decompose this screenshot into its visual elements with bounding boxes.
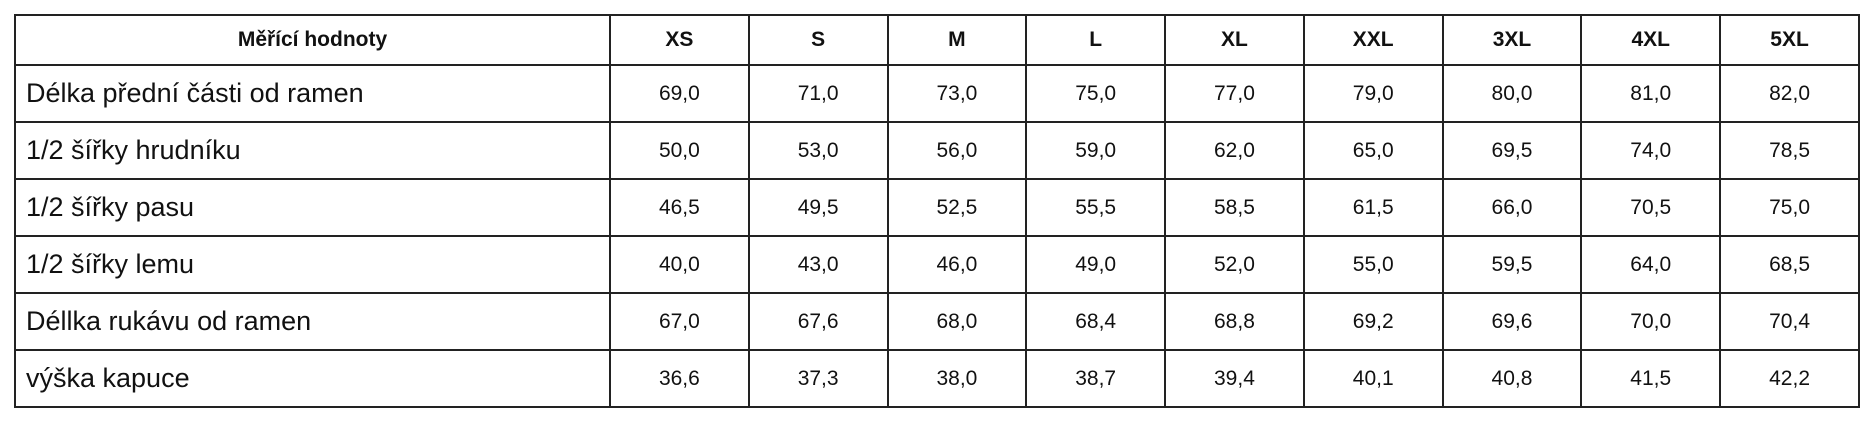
table-row: výška kapuce 36,6 37,3 38,0 38,7 39,4 40,1 40,8… <box>14 349 1860 408</box>
header-row: Měřící hodnoty XS S M L XL XXL 3XL 4XL 5XL <box>14 14 1860 66</box>
row-label: Délka přední části od ramen <box>14 64 611 123</box>
value-cell: 78,5 <box>1719 121 1860 180</box>
value-cell: 61,5 <box>1302 178 1444 237</box>
value-cell: 68,0 <box>886 292 1028 351</box>
value-cell: 68,4 <box>1025 292 1167 351</box>
value-cell: 53,0 <box>747 121 889 180</box>
row-label: 1/2 šířky pasu <box>14 178 611 237</box>
value-cell: 80,0 <box>1441 64 1583 123</box>
table-row: Déllka rukávu od ramen 67,0 67,6 68,0 68,4 68… <box>14 292 1860 351</box>
value-cell: 50,0 <box>609 121 750 180</box>
value-cell: 69,0 <box>609 64 750 123</box>
value-cell: 75,0 <box>1719 178 1860 237</box>
row-label: 1/2 šířky hrudníku <box>14 121 611 180</box>
value-cell: 67,6 <box>747 292 889 351</box>
value-cell: 73,0 <box>886 64 1028 123</box>
value-cell: 40,1 <box>1302 349 1444 408</box>
size-table: Měřící hodnoty XS S M L XL XXL 3XL 4XL 5XL Délka … <box>14 14 1860 408</box>
value-cell: 59,0 <box>1025 121 1167 180</box>
value-cell: 70,4 <box>1719 292 1860 351</box>
table-row: 1/2 šířky hrudníku 50,0 53,0 56,0 59,0 62,0 65… <box>14 121 1860 180</box>
value-cell: 77,0 <box>1164 64 1305 123</box>
value-cell: 56,0 <box>886 121 1028 180</box>
header-cell: XXL <box>1302 14 1444 66</box>
value-cell: 65,0 <box>1302 121 1444 180</box>
header-cell: XS <box>609 14 750 66</box>
value-cell: 81,0 <box>1580 64 1722 123</box>
value-cell: 40,8 <box>1441 349 1583 408</box>
value-cell: 69,6 <box>1441 292 1583 351</box>
value-cell: 70,5 <box>1580 178 1722 237</box>
header-cell: Měřící hodnoty <box>14 14 611 66</box>
header-cell: 3XL <box>1441 14 1583 66</box>
value-cell: 70,0 <box>1580 292 1722 351</box>
value-cell: 68,5 <box>1719 235 1860 294</box>
row-label: výška kapuce <box>14 349 611 408</box>
value-cell: 46,5 <box>609 178 750 237</box>
value-cell: 67,0 <box>609 292 750 351</box>
table-row: 1/2 šířky lemu 40,0 43,0 46,0 49,0 52,0 55,0 59… <box>14 235 1860 294</box>
value-cell: 69,5 <box>1441 121 1583 180</box>
value-cell: 38,0 <box>886 349 1028 408</box>
value-cell: 42,2 <box>1719 349 1860 408</box>
value-cell: 82,0 <box>1719 64 1860 123</box>
value-cell: 49,5 <box>747 178 889 237</box>
value-cell: 62,0 <box>1164 121 1305 180</box>
value-cell: 75,0 <box>1025 64 1167 123</box>
value-cell: 49,0 <box>1025 235 1167 294</box>
value-cell: 52,5 <box>886 178 1028 237</box>
header-cell: M <box>886 14 1028 66</box>
value-cell: 58,5 <box>1164 178 1305 237</box>
value-cell: 68,8 <box>1164 292 1305 351</box>
row-label: 1/2 šířky lemu <box>14 235 611 294</box>
value-cell: 64,0 <box>1580 235 1722 294</box>
header-cell: S <box>747 14 889 66</box>
value-cell: 71,0 <box>747 64 889 123</box>
value-cell: 38,7 <box>1025 349 1167 408</box>
value-cell: 39,4 <box>1164 349 1305 408</box>
value-cell: 66,0 <box>1441 178 1583 237</box>
value-cell: 40,0 <box>609 235 750 294</box>
header-cell: L <box>1025 14 1167 66</box>
value-cell: 41,5 <box>1580 349 1722 408</box>
value-cell: 55,0 <box>1302 235 1444 294</box>
value-cell: 46,0 <box>886 235 1028 294</box>
value-cell: 37,3 <box>747 349 889 408</box>
value-cell: 69,2 <box>1302 292 1444 351</box>
value-cell: 36,6 <box>609 349 750 408</box>
table-row: 1/2 šířky pasu 46,5 49,5 52,5 55,5 58,5 61,5 66… <box>14 178 1860 237</box>
header-cell: 4XL <box>1580 14 1722 66</box>
value-cell: 59,5 <box>1441 235 1583 294</box>
table-row: Délka přední části od ramen 69,0 71,0 73,0 7… <box>14 64 1860 123</box>
value-cell: 79,0 <box>1302 64 1444 123</box>
value-cell: 52,0 <box>1164 235 1305 294</box>
value-cell: 74,0 <box>1580 121 1722 180</box>
header-cell: XL <box>1164 14 1305 66</box>
value-cell: 55,5 <box>1025 178 1167 237</box>
row-label: Déllka rukávu od ramen <box>14 292 611 351</box>
header-cell: 5XL <box>1719 14 1860 66</box>
value-cell: 43,0 <box>747 235 889 294</box>
